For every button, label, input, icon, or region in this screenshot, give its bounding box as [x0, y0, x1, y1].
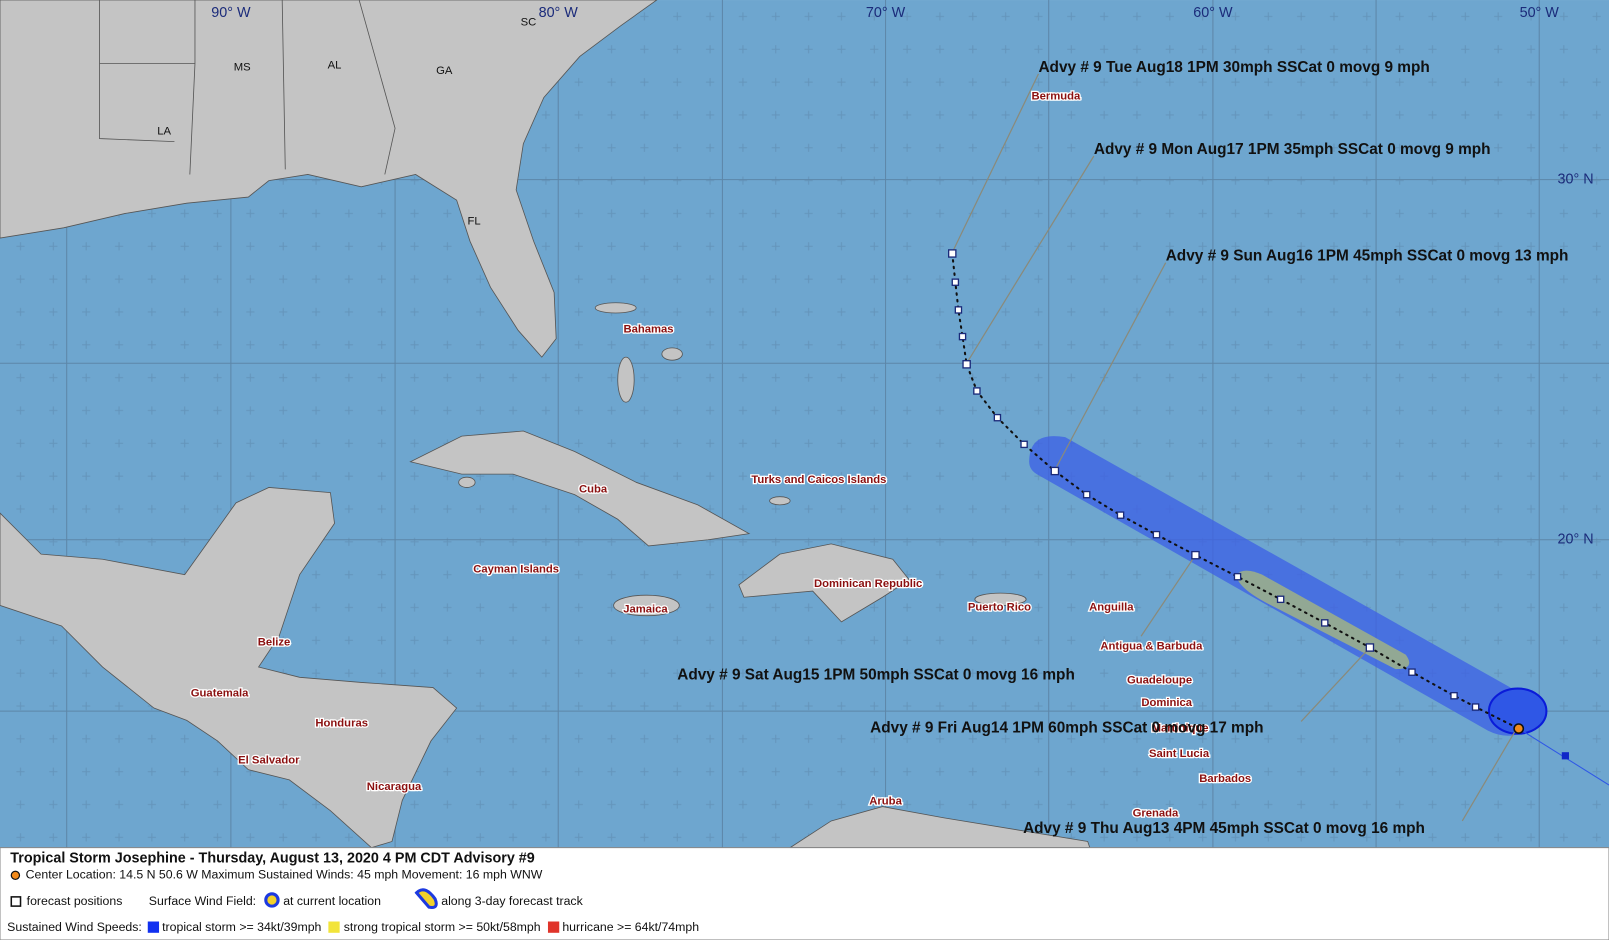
forecast-position [973, 387, 981, 395]
past-position [1561, 752, 1569, 760]
place-label: Saint Lucia [1149, 748, 1210, 760]
place-label: Cuba [579, 483, 608, 495]
advisory-label: Advy # 9 Mon Aug17 1PM 35mph SSCat 0 mov… [1094, 141, 1491, 158]
state-label: SC [521, 17, 537, 29]
forecast-position [1050, 466, 1060, 476]
place-label: Martinique [1152, 723, 1209, 735]
advisory-label: Advy # 9 Sun Aug16 1PM 45mph SSCat 0 mov… [1166, 248, 1569, 265]
forecast-position [1191, 550, 1200, 560]
longitude-label: 70° W [866, 5, 906, 21]
forecast-position [1082, 490, 1091, 499]
place-label: Cayman Islands [473, 564, 559, 576]
leader-lines [951, 73, 1518, 822]
place-label: Guadeloupe [1127, 674, 1192, 686]
place-label: Puerto Rico [968, 601, 1031, 613]
place-label: Antigua & Barbuda [1100, 640, 1203, 652]
advisory-label: Advy # 9 Thu Aug13 4PM 45mph SSCat 0 mov… [1023, 820, 1425, 837]
place-label: Aruba [869, 795, 902, 807]
legend-swatch [547, 921, 560, 933]
forecast-position [948, 249, 957, 258]
current-location [1513, 723, 1525, 734]
forecast-position [993, 413, 1002, 422]
state-label: GA [436, 65, 453, 77]
legend: Tropical Storm Josephine - Thursday, Aug… [0, 847, 1609, 941]
forecast-position [1152, 530, 1161, 539]
place-label: Nicaragua [367, 781, 422, 793]
advisory-label: Advy # 9 Sat Aug15 1PM 50mph SSCat 0 mov… [677, 666, 1075, 683]
forecast-track [951, 252, 1520, 730]
place-label: Dominica [1141, 697, 1192, 709]
forecast-positions [948, 249, 1480, 711]
place-label: Turks and Caicos Islands [751, 474, 886, 486]
place-labels: Bermuda Bahamas Cuba Turks and Caicos Islan… [190, 89, 1253, 821]
legend-text: strong tropical storm >= 50kt/58mph [344, 920, 541, 934]
legend-text: along 3-day forecast track [441, 894, 583, 908]
forecast-position [1116, 511, 1125, 519]
place-label: Bermuda [1031, 90, 1081, 102]
legend-text: Sustained Wind Speeds: [7, 920, 142, 934]
place-label: Barbados [1199, 773, 1251, 785]
legend-swatch [328, 921, 340, 933]
forecast-position [1365, 643, 1375, 652]
forecast-position [951, 278, 960, 286]
legend-text: Surface Wind Field: [149, 894, 256, 908]
state-label: AL [328, 60, 342, 72]
longitude-label: 50° W [1520, 5, 1560, 21]
place-label: Jamaica [623, 604, 668, 616]
advisory-labels: Advy # 9 Tue Aug18 1PM 30mph SSCat 0 mov… [677, 59, 1568, 837]
legend-icon [10, 870, 21, 881]
forecast-position [958, 332, 967, 341]
place-label: Guatemala [191, 688, 249, 700]
forecast-position [1321, 619, 1329, 627]
forecast-position [1276, 595, 1285, 604]
legend-text: at current location [283, 894, 381, 908]
state-label: MS [234, 62, 251, 74]
place-label: Anguilla [1089, 601, 1134, 613]
legend-text: forecast positions [27, 894, 123, 908]
forecast-position [1450, 692, 1458, 700]
place-label: El Salvador [238, 754, 300, 766]
place-label: Honduras [315, 717, 368, 729]
latitude-label: 30° N [1558, 171, 1594, 187]
state-label: LA [157, 125, 171, 137]
place-label: Belize [258, 636, 291, 648]
legend-text: tropical storm >= 34kt/39mph [162, 920, 321, 934]
advisory-label: Advy # 9 Tue Aug18 1PM 30mph SSCat 0 mov… [1038, 59, 1429, 76]
place-label: Bahamas [623, 323, 673, 335]
place-label: Grenada [1133, 808, 1179, 820]
forecast-position [1408, 668, 1416, 676]
legend-icon [10, 896, 22, 907]
longitude-label: 60° W [1193, 5, 1233, 21]
forecast-position [1233, 572, 1242, 581]
legend-icon [264, 892, 280, 908]
forecast-position [954, 306, 963, 314]
legend-swatch [147, 921, 160, 933]
place-label: Dominican Republic [814, 578, 922, 590]
longitude-label: 90° W [211, 5, 251, 21]
latitude-label: 20° N [1558, 532, 1594, 548]
advisory-label: Advy # 9 Fri Aug14 1PM 60mph SSCat 0 mov… [870, 720, 1263, 737]
land [0, 0, 1091, 849]
state-label: FL [468, 216, 481, 228]
forecast-position [1471, 703, 1480, 711]
longitude-label: 80° W [539, 5, 579, 21]
legend-text: hurricane >= 64kt/74mph [562, 920, 699, 934]
legend-title: Tropical Storm Josephine - Thursday, Aug… [10, 851, 535, 867]
legend-center: Center Location: 14.5 N 50.6 W Maximum S… [26, 868, 543, 882]
forecast-position [962, 360, 971, 369]
legend-icon [414, 888, 438, 909]
forecast-position [1020, 440, 1028, 449]
